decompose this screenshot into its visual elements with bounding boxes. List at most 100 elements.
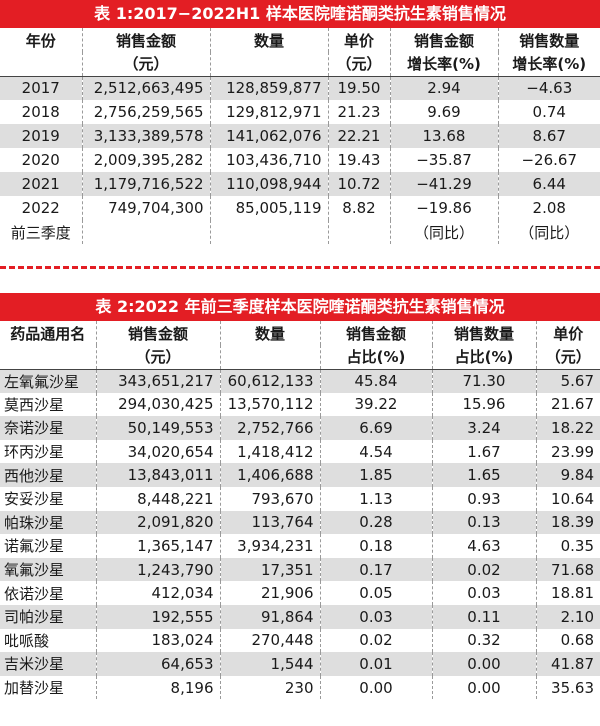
table2-header-row-1: 药品通用名 销售金额 数量 销售金额 销售数量 单价 [0, 321, 600, 345]
price-cell: 21.67 [535, 392, 600, 417]
empty-cell [81, 220, 210, 244]
table1-header-sales-growth-unit: 增长率(%) [389, 52, 498, 76]
table2-row: 帕珠沙星 2,091,820 113,764 0.28 0.13 18.39 [0, 510, 600, 535]
table1-header-qty-growth: 销售数量 [497, 28, 600, 52]
qty-growth-cell: −4.63 [497, 76, 600, 100]
drug-name-cell: 帕珠沙星 [4, 513, 65, 532]
table2-row: 加替沙星 8,196 230 0.00 0.00 35.63 [0, 675, 600, 700]
qty-cell: 110,098,944 [209, 172, 328, 196]
table2-header-name: 药品通用名 [10, 324, 86, 343]
table2-header-sales-unit: （元） [95, 345, 220, 369]
qty-cell: 91,864 [219, 604, 320, 629]
qty-growth-note-cell: （同比） [497, 220, 600, 244]
drug-name-cell: 左氧氟沙星 [4, 372, 80, 391]
sales-cell: 50,149,553 [95, 416, 220, 440]
table1-header-qty: 数量 [209, 28, 328, 52]
table2-header-qty-sub [219, 345, 320, 369]
price-cell: 10.72 [327, 172, 390, 196]
qty-share-cell: 0.32 [431, 628, 536, 653]
table2-header-sales-share: 销售金额 [319, 321, 432, 345]
sales-cell: 749,704,300 [81, 196, 210, 220]
price-cell: 23.99 [535, 439, 600, 464]
table2-row: 西他沙星 13,843,011 1,406,688 1.85 1.65 9.84 [0, 463, 600, 487]
sales-cell: 8,448,221 [95, 486, 220, 511]
table1-row: 2019 3,133,389,578 141,062,076 22.21 13.… [0, 124, 600, 148]
year-note-cell: 前三季度 [10, 223, 71, 242]
qty-cell: 13,570,112 [219, 392, 320, 417]
drug-name-cell: 安妥沙星 [4, 490, 65, 509]
qty-cell: 270,448 [219, 628, 320, 653]
qty-share-cell: 1.67 [431, 439, 536, 464]
price-cell: 19.43 [327, 148, 390, 172]
sales-cell: 2,756,259,565 [81, 100, 210, 124]
price-cell: 10.64 [535, 486, 600, 511]
table1-row: 2018 2,756,259,565 129,812,971 21.23 9.6… [0, 100, 600, 124]
sales-growth-cell: 13.68 [389, 124, 498, 148]
price-cell: 41.87 [535, 652, 600, 676]
qty-cell: 2,752,766 [219, 416, 320, 440]
price-cell: 22.21 [327, 124, 390, 148]
table1-row: 2017 2,512,663,495 128,859,877 19.50 2.9… [0, 76, 600, 100]
qty-growth-cell: 0.74 [497, 100, 600, 124]
sales-cell: 8,196 [95, 675, 220, 700]
table1-title: 表 1:2017−2022H1 样本医院喹诺酮类抗生素销售情况 [0, 0, 600, 28]
table1-header-year: 年份 [25, 31, 56, 50]
table2-row: 司帕沙星 192,555 91,864 0.03 0.11 2.10 [0, 604, 600, 629]
sales-share-cell: 45.84 [319, 369, 432, 393]
price-cell: 0.68 [535, 628, 600, 653]
table2-header-sales: 销售金额 [95, 321, 220, 345]
year-cell: 2020 [21, 151, 60, 169]
table2-body: 左氧氟沙星 343,651,217 60,612,133 45.84 71.30 5.67… [0, 369, 600, 700]
table2-header-qty-share: 销售数量 [431, 321, 536, 345]
sales-share-cell: 0.05 [319, 581, 432, 605]
qty-cell: 793,670 [219, 486, 320, 511]
qty-cell: 85,005,119 [209, 196, 328, 220]
sales-cell: 192,555 [95, 604, 220, 629]
empty-cell [327, 220, 390, 244]
drug-name-cell: 加替沙星 [4, 679, 65, 698]
drug-name-cell: 莫西沙星 [4, 395, 65, 414]
sales-growth-cell: 2.94 [389, 76, 498, 100]
qty-growth-cell: 2.08 [497, 196, 600, 220]
sales-share-cell: 0.03 [319, 604, 432, 629]
qty-growth-cell: −26.67 [497, 148, 600, 172]
table1-row-2022-notes: 前三季度 （同比） （同比） [0, 220, 600, 244]
sales-cell: 34,020,654 [95, 439, 220, 464]
year-cell: 2019 [21, 127, 60, 145]
price-cell: 21.23 [327, 100, 390, 124]
qty-share-cell: 0.93 [431, 486, 536, 511]
qty-growth-cell: 8.67 [497, 124, 600, 148]
table1-header-qty-sub [209, 52, 328, 76]
table1-header-price: 单价 [327, 28, 390, 52]
qty-growth-cell: 6.44 [497, 172, 600, 196]
table2-row: 吉米沙星 64,653 1,544 0.01 0.00 41.87 [0, 652, 600, 676]
price-cell: 8.82 [327, 196, 390, 220]
qty-cell: 128,859,877 [209, 76, 328, 100]
sales-cell: 412,034 [95, 581, 220, 605]
table2-header-price: 单价 [535, 321, 600, 345]
table1-header-price-unit: （元） [327, 52, 390, 76]
qty-cell: 1,544 [219, 652, 320, 676]
table2-header-row-2: （元） 占比(%) 占比(%) （元） [0, 345, 600, 369]
table1: 年份 销售金额 数量 单价 销售金额 销售数量 （元） （元） 增长率(%) 增… [0, 28, 600, 244]
qty-cell: 113,764 [219, 510, 320, 535]
sales-cell: 343,651,217 [95, 369, 220, 393]
table1-header-sales: 销售金额 [81, 28, 210, 52]
drug-name-cell: 吉米沙星 [4, 655, 65, 674]
sales-cell: 183,024 [95, 628, 220, 653]
sales-cell: 3,133,389,578 [81, 124, 210, 148]
price-cell: 0.35 [535, 534, 600, 558]
drug-name-cell: 奈诺沙星 [4, 419, 65, 438]
year-cell: 2017 [21, 79, 60, 98]
price-cell: 19.50 [327, 76, 390, 100]
qty-cell: 141,062,076 [209, 124, 328, 148]
qty-share-cell: 4.63 [431, 534, 536, 558]
sales-growth-cell: −41.29 [389, 172, 498, 196]
sales-share-cell: 0.18 [319, 534, 432, 558]
table2-row: 诺氟沙星 1,365,147 3,934,231 0.18 4.63 0.35 [0, 534, 600, 558]
table1-header-row-2: （元） （元） 增长率(%) 增长率(%) [0, 52, 600, 76]
table2-header-price-unit: （元） [535, 345, 600, 369]
price-cell: 5.67 [535, 369, 600, 393]
qty-cell: 21,906 [219, 581, 320, 605]
